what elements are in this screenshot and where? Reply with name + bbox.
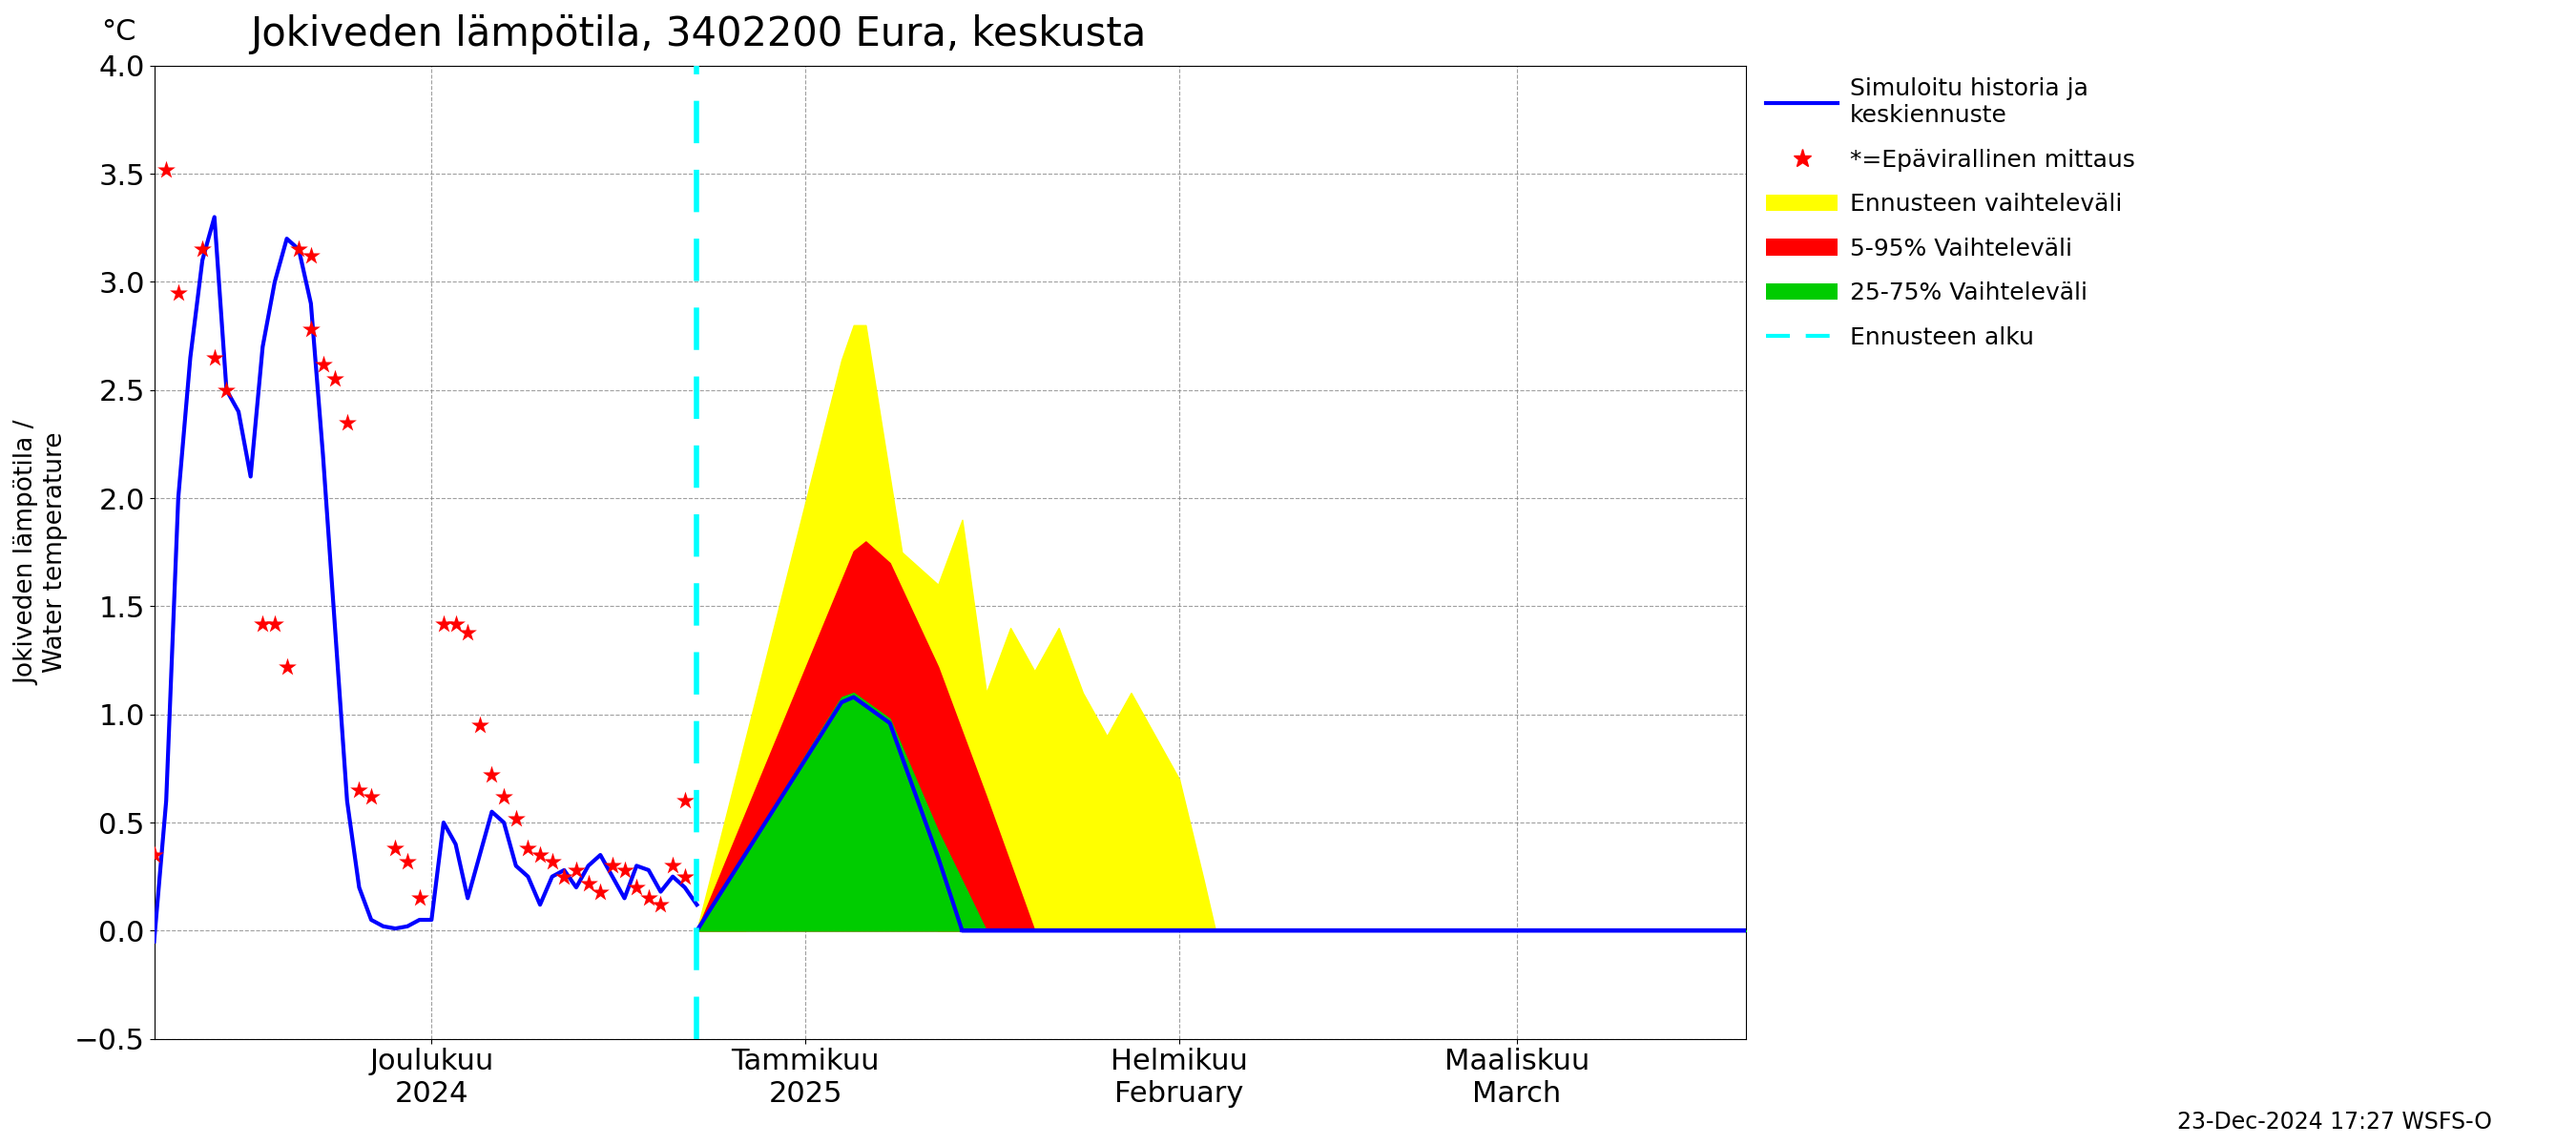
Text: °C: °C <box>100 18 137 46</box>
Point <box>422 615 464 633</box>
Point <box>147 160 188 179</box>
Point <box>337 781 379 799</box>
Point <box>448 623 489 641</box>
Point <box>301 355 343 373</box>
Point <box>520 846 562 864</box>
Point <box>291 321 332 339</box>
Point <box>265 657 307 676</box>
Point <box>629 889 670 907</box>
Point <box>592 856 634 875</box>
Point <box>242 615 283 633</box>
Point <box>484 788 526 806</box>
Point <box>580 883 621 901</box>
Point <box>639 895 680 914</box>
Point <box>399 889 440 907</box>
Point <box>471 766 513 784</box>
Point <box>544 868 585 886</box>
Point <box>603 861 644 879</box>
Point <box>183 240 224 259</box>
Text: Jokiveden lämpötila, 3402200 Eura, keskusta: Jokiveden lämpötila, 3402200 Eura, kesku… <box>250 14 1146 54</box>
Point <box>255 615 296 633</box>
Point <box>507 839 549 858</box>
Point <box>616 878 657 897</box>
Point <box>374 839 415 858</box>
Point <box>314 370 355 388</box>
Point <box>193 348 234 366</box>
Legend: Simuloitu historia ja
keskiennuste, *=Epävirallinen mittaus, Ennusteen vaihtelev: Simuloitu historia ja keskiennuste, *=Ep… <box>1767 78 2136 349</box>
Point <box>435 615 477 633</box>
Point <box>291 247 332 266</box>
Point <box>531 852 572 870</box>
Point <box>206 381 247 400</box>
Point <box>157 284 198 302</box>
Point <box>327 413 368 432</box>
Y-axis label: Jokiveden lämpötila /
Water temperature: Jokiveden lämpötila / Water temperature <box>15 420 67 685</box>
Text: 23-Dec-2024 17:27 WSFS-O: 23-Dec-2024 17:27 WSFS-O <box>2177 1111 2491 1134</box>
Point <box>567 874 608 892</box>
Point <box>386 852 428 870</box>
Point <box>665 791 706 810</box>
Point <box>278 240 319 259</box>
Point <box>495 810 536 828</box>
Point <box>350 788 392 806</box>
Point <box>652 856 693 875</box>
Point <box>665 868 706 886</box>
Point <box>556 861 598 879</box>
Point <box>134 846 175 864</box>
Point <box>459 716 500 734</box>
